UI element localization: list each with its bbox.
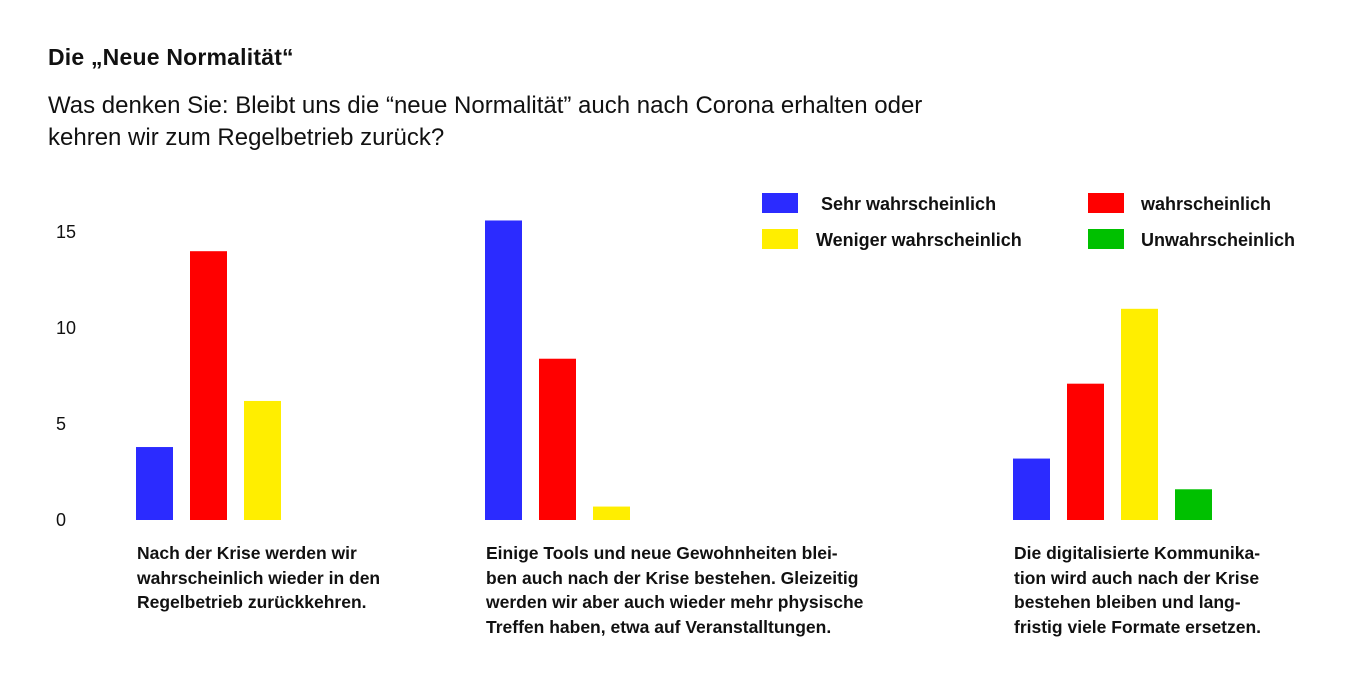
legend-swatch-weniger-wahrscheinlich — [762, 229, 798, 249]
legend-swatch-sehr-wahrscheinlich — [762, 193, 798, 213]
bar-group2-weniger-wahrscheinlich — [593, 506, 630, 520]
bar-group3-weniger-wahrscheinlich — [1121, 308, 1158, 520]
bar-group3-sehr-wahrscheinlich — [1013, 458, 1050, 520]
category-label-2: Einige Tools und neue Gewohnheiten blei-… — [486, 543, 864, 637]
legend-label-weniger-wahrscheinlich: Weniger wahrscheinlich — [816, 230, 1022, 250]
y-tick-label: 10 — [56, 318, 76, 338]
bar-group1-weniger-wahrscheinlich — [244, 400, 281, 520]
category-label-3: Die digitalisierte Kommunika- tion wird … — [1014, 543, 1262, 637]
chart-subtitle: Was denken Sie: Bleibt uns die “neue Nor… — [48, 92, 923, 151]
legend-swatch-wahrscheinlich — [1088, 193, 1124, 213]
legend-swatch-unwahrscheinlich — [1088, 229, 1124, 249]
y-tick-label: 15 — [56, 222, 76, 242]
chart-title: Die „Neue Normalität“ — [48, 44, 294, 70]
category-label-1: Nach der Krise werden wir wahrscheinlich… — [137, 543, 381, 612]
legend-label-wahrscheinlich: wahrscheinlich — [1141, 194, 1272, 214]
bar-group1-wahrscheinlich — [190, 251, 227, 520]
y-tick-label: 5 — [56, 414, 66, 434]
bar-group3-unwahrscheinlich — [1175, 489, 1212, 520]
bar-group3-wahrscheinlich — [1067, 383, 1104, 520]
y-tick-label: 0 — [56, 510, 66, 530]
bar-group2-wahrscheinlich — [539, 358, 576, 520]
legend-label-sehr-wahrscheinlich: Sehr wahrscheinlich — [821, 194, 997, 214]
bar-group2-sehr-wahrscheinlich — [485, 220, 522, 521]
bar-group1-sehr-wahrscheinlich — [136, 447, 173, 520]
legend-label-unwahrscheinlich: Unwahrscheinlich — [1141, 230, 1296, 250]
